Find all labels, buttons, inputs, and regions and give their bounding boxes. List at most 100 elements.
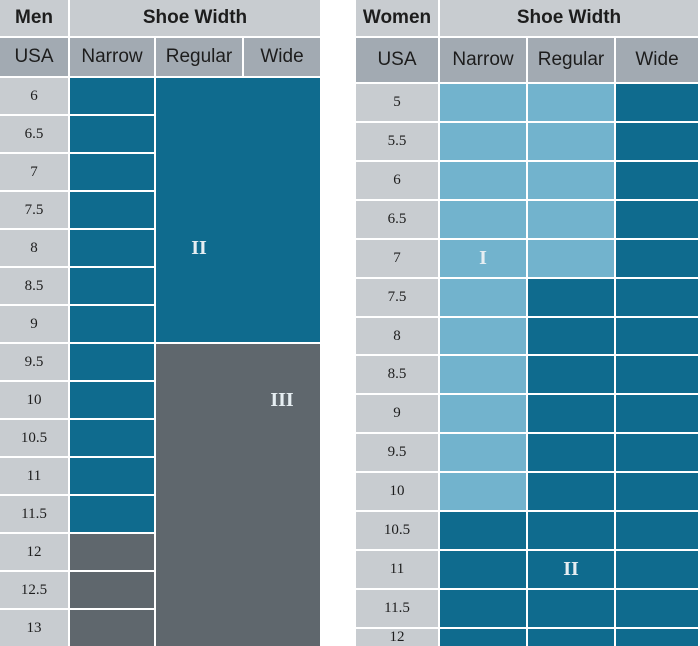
fit-cell-narrow <box>70 344 154 380</box>
women-size-cell: 8 <box>356 317 438 355</box>
fit-cell-regular <box>528 161 614 199</box>
men-title: Men <box>0 0 68 36</box>
men-size-table: Men Shoe Width USA Narrow Regular Wide 6… <box>0 0 320 646</box>
fit-cell-regular <box>528 239 614 277</box>
women-zone-label: I <box>479 246 487 269</box>
fit-cell-narrow <box>440 84 526 121</box>
fit-cell-narrow <box>440 356 526 394</box>
men-zone-label: III <box>270 388 294 411</box>
fit-cell-regular <box>528 278 614 316</box>
fit-cell-wide <box>616 278 698 316</box>
women-size-cell: 11.5 <box>356 590 438 627</box>
women-size-cell: 8.5 <box>356 356 438 394</box>
fit-cell-regular <box>528 200 614 238</box>
women-size-cell: 6 <box>356 161 438 199</box>
fit-cell-narrow <box>70 268 154 304</box>
fit-cell-narrow <box>70 534 154 570</box>
women-zone-label: II <box>563 558 579 581</box>
fit-cell-narrow <box>440 473 526 511</box>
fit-cell-wide <box>616 200 698 238</box>
men-size-cell: 10 <box>0 382 68 418</box>
fit-zone-regular-wide <box>156 344 320 646</box>
fit-cell-narrow <box>440 395 526 433</box>
fit-cell-narrow <box>70 382 154 418</box>
fit-cell-regular <box>528 317 614 355</box>
fit-cell-narrow <box>70 154 154 190</box>
women-title: Women <box>356 0 438 36</box>
women-size-cell: 12 <box>356 628 438 646</box>
fit-cell-wide <box>616 239 698 277</box>
fit-cell-narrow <box>440 628 526 646</box>
fit-cell-regular <box>528 122 614 160</box>
fit-cell-regular <box>528 84 614 121</box>
fit-cell-regular <box>528 434 614 472</box>
men-zone-label: II <box>191 236 207 259</box>
fit-cell-regular <box>528 356 614 394</box>
fit-cell-regular <box>528 512 614 550</box>
fit-cell-wide <box>616 161 698 199</box>
women-size-cell: 10 <box>356 473 438 511</box>
women-size-cell: 5.5 <box>356 122 438 160</box>
fit-cell-regular <box>528 473 614 511</box>
men-size-cell: 11.5 <box>0 496 68 532</box>
fit-cell-wide <box>616 356 698 394</box>
men-size-cell: 6.5 <box>0 116 68 152</box>
men-col-wide: Wide <box>244 38 320 76</box>
fit-cell-narrow <box>440 161 526 199</box>
fit-cell-narrow <box>440 590 526 627</box>
fit-cell-narrow <box>70 192 154 228</box>
men-col-regular: Regular <box>156 38 242 76</box>
women-size-cell: 6.5 <box>356 200 438 238</box>
fit-cell-narrow <box>70 78 154 114</box>
fit-cell-narrow <box>440 551 526 589</box>
fit-cell-narrow <box>440 512 526 550</box>
fit-cell-regular <box>528 395 614 433</box>
men-size-cell: 6 <box>0 78 68 114</box>
women-size-cell: 5 <box>356 84 438 121</box>
fit-cell-narrow <box>440 278 526 316</box>
men-shoe-width-header: Shoe Width <box>70 0 320 36</box>
fit-cell-narrow <box>70 230 154 266</box>
men-size-cell: 10.5 <box>0 420 68 456</box>
men-size-cell: 13 <box>0 610 68 646</box>
fit-cell-narrow <box>440 434 526 472</box>
fit-cell-wide <box>616 512 698 550</box>
fit-cell-narrow <box>440 200 526 238</box>
women-size-cell: 7 <box>356 239 438 277</box>
women-col-regular: Regular <box>528 38 614 82</box>
fit-cell-narrow <box>70 116 154 152</box>
fit-cell-narrow <box>70 420 154 456</box>
fit-cell-narrow <box>440 239 526 277</box>
fit-cell-regular <box>528 590 614 627</box>
fit-cell-narrow <box>70 610 154 646</box>
men-size-cell: 9.5 <box>0 344 68 380</box>
women-size-cell: 9 <box>356 395 438 433</box>
fit-cell-narrow <box>70 306 154 342</box>
fit-cell-wide <box>616 434 698 472</box>
women-col-wide: Wide <box>616 38 698 82</box>
fit-cell-regular <box>528 551 614 589</box>
fit-cell-wide <box>616 628 698 646</box>
fit-cell-wide <box>616 84 698 121</box>
women-size-cell: 10.5 <box>356 512 438 550</box>
fit-cell-wide <box>616 122 698 160</box>
women-usa-label: USA <box>356 38 438 82</box>
women-shoe-width-header: Shoe Width <box>440 0 698 36</box>
men-size-cell: 8.5 <box>0 268 68 304</box>
women-size-table: Women Shoe Width USA Narrow Regular Wide… <box>356 0 700 646</box>
men-size-cell: 7.5 <box>0 192 68 228</box>
women-col-narrow: Narrow <box>440 38 526 82</box>
fit-cell-wide <box>616 551 698 589</box>
fit-cell-wide <box>616 473 698 511</box>
women-size-cell: 7.5 <box>356 278 438 316</box>
fit-cell-narrow <box>440 317 526 355</box>
men-col-narrow: Narrow <box>70 38 154 76</box>
men-size-cell: 12 <box>0 534 68 570</box>
fit-cell-narrow <box>440 122 526 160</box>
men-size-cell: 12.5 <box>0 572 68 608</box>
fit-cell-wide <box>616 590 698 627</box>
women-size-cell: 11 <box>356 551 438 589</box>
fit-cell-wide <box>616 395 698 433</box>
men-size-cell: 9 <box>0 306 68 342</box>
fit-zone-regular-wide <box>156 78 320 342</box>
